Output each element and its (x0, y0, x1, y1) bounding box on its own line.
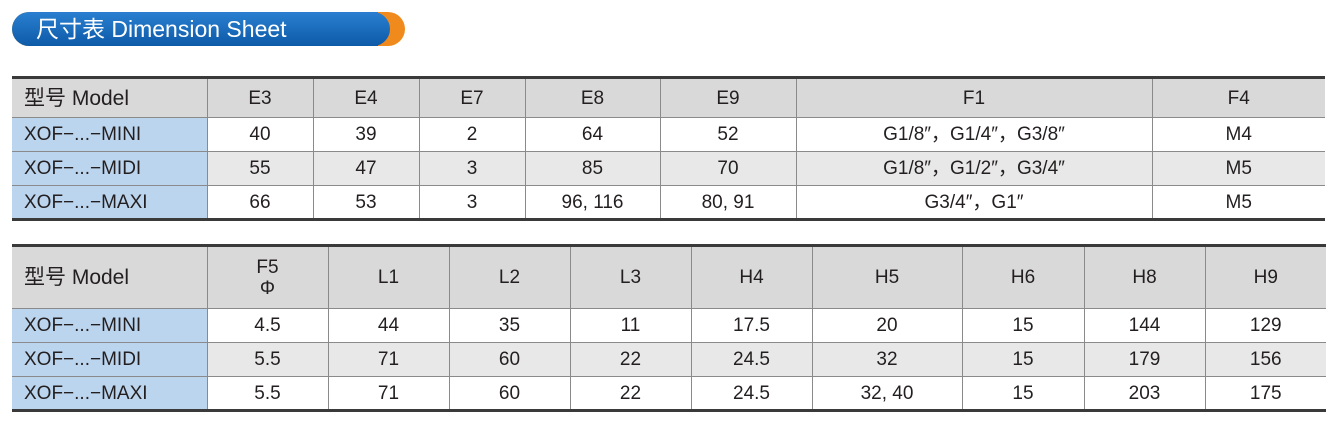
value-cell: 15 (961, 342, 1085, 377)
header-cell: H4 (690, 245, 813, 309)
value-cell: 39 (312, 117, 420, 152)
value-cell: 24.5 (690, 342, 813, 377)
header-row: 型号 Model F5 Φ L1 L2 L3 H4 H5 H6 H8 H9 (12, 245, 1326, 309)
header-cell: H8 (1083, 245, 1206, 309)
value-cell: 179 (1083, 342, 1206, 377)
data-row: XOF−...−MIDI 5.5 71 60 22 24.5 32 15 179 156 (12, 342, 1326, 377)
value-cell: 203 (1083, 376, 1206, 411)
header-cell: E8 (524, 77, 661, 118)
value-cell: M5 (1151, 185, 1325, 220)
header-line: Φ (259, 277, 276, 299)
data-row: XOF−...−MAXI 66 53 3 96, 116 80, 91 G3/4″，G1″ M… (12, 185, 1325, 220)
value-cell: 17.5 (690, 308, 813, 343)
page-title: 尺寸表 Dimension Sheet (36, 16, 287, 42)
value-cell: M4 (1151, 117, 1325, 152)
header-cell: L1 (327, 245, 450, 309)
data-row: XOF−...−MINI 4.5 44 35 11 17.5 20 15 144 129 (12, 308, 1326, 343)
title-banner: 尺寸表 Dimension Sheet (12, 12, 405, 46)
value-cell: 22 (569, 342, 692, 377)
header-cell: H9 (1204, 245, 1326, 309)
value-cell: 144 (1083, 308, 1206, 343)
value-cell: 15 (961, 308, 1085, 343)
value-cell: G1/8″，G1/4″，G3/8″ (795, 117, 1153, 152)
model-cell: XOF−...−MAXI (12, 185, 208, 220)
model-cell: XOF−...−MIDI (12, 151, 208, 186)
value-cell: 24.5 (690, 376, 813, 411)
value-cell: 35 (448, 308, 571, 343)
value-cell: 5.5 (206, 342, 329, 377)
header-cell: F5 Φ (206, 245, 329, 309)
value-cell: 32 (811, 342, 963, 377)
table-body: 型号 Model F5 Φ L1 L2 L3 H4 H5 H6 H8 H9 XOF−...−MINI 4… (12, 245, 1326, 411)
header-cell: H6 (961, 245, 1085, 309)
header-cell: E4 (312, 77, 420, 118)
header-row: 型号 Model E3 E4 E7 E8 E9 F1 F4 (12, 77, 1325, 118)
header-cell: F1 (795, 77, 1153, 118)
value-cell: 4.5 (206, 308, 329, 343)
value-cell: 53 (312, 185, 420, 220)
value-cell: 52 (659, 117, 797, 152)
dimension-table: 型号 Model E3 E4 E7 E8 E9 F1 F4 XOF−...−MINI 40 39 2 6… (12, 76, 1325, 221)
value-cell: 96, 116 (524, 185, 661, 220)
value-cell: 70 (659, 151, 797, 186)
data-row: XOF−...−MIDI 55 47 3 85 70 G1/8″，G1/2″，G3/4″ M5 (12, 151, 1325, 186)
header-cell: E9 (659, 77, 797, 118)
value-cell: G3/4″，G1″ (795, 185, 1153, 220)
header-cell: F4 (1151, 77, 1325, 118)
value-cell: 15 (961, 376, 1085, 411)
value-cell: 3 (418, 151, 526, 186)
value-cell: 60 (448, 342, 571, 377)
value-cell: 47 (312, 151, 420, 186)
value-cell: 66 (206, 185, 314, 220)
value-cell: 71 (327, 342, 450, 377)
value-cell: 32, 40 (811, 376, 963, 411)
data-row: XOF−...−MINI 40 39 2 64 52 G1/8″，G1/4″，G3/8″ M4 (12, 117, 1325, 152)
value-cell: 129 (1204, 308, 1326, 343)
model-cell: XOF−...−MINI (12, 308, 208, 343)
value-cell: 2 (418, 117, 526, 152)
value-cell: 156 (1204, 342, 1326, 377)
header-cell: L2 (448, 245, 571, 309)
header-cell: E3 (206, 77, 314, 118)
model-cell: XOF−...−MIDI (12, 342, 208, 377)
value-cell: 5.5 (206, 376, 329, 411)
dimension-table: 型号 Model F5 Φ L1 L2 L3 H4 H5 H6 H8 H9 XOF−...−MINI 4… (12, 244, 1326, 412)
header-cell: L3 (569, 245, 692, 309)
data-row: XOF−...−MAXI 5.5 71 60 22 24.5 32, 40 15 203 175 (12, 376, 1326, 411)
value-cell: 175 (1204, 376, 1326, 411)
value-cell: 3 (418, 185, 526, 220)
value-cell: 85 (524, 151, 661, 186)
header-cell: E7 (418, 77, 526, 118)
value-cell: 64 (524, 117, 661, 152)
header-cell: H5 (811, 245, 963, 309)
value-cell: G1/8″，G1/2″，G3/4″ (795, 151, 1153, 186)
header-cell: 型号 Model (12, 245, 208, 309)
value-cell: 40 (206, 117, 314, 152)
value-cell: 22 (569, 376, 692, 411)
model-cell: XOF−...−MINI (12, 117, 208, 152)
value-cell: 60 (448, 376, 571, 411)
value-cell: 44 (327, 308, 450, 343)
value-cell: 71 (327, 376, 450, 411)
value-cell: M5 (1151, 151, 1325, 186)
banner-blue (12, 12, 390, 46)
table-body: 型号 Model E3 E4 E7 E8 E9 F1 F4 XOF−...−MINI 40 39 2 6… (12, 77, 1325, 220)
header-line: F5 (256, 256, 279, 278)
value-cell: 11 (569, 308, 692, 343)
model-cell: XOF−...−MAXI (12, 376, 208, 411)
value-cell: 20 (811, 308, 963, 343)
value-cell: 80, 91 (659, 185, 797, 220)
value-cell: 55 (206, 151, 314, 186)
header-cell: 型号 Model (12, 77, 208, 118)
